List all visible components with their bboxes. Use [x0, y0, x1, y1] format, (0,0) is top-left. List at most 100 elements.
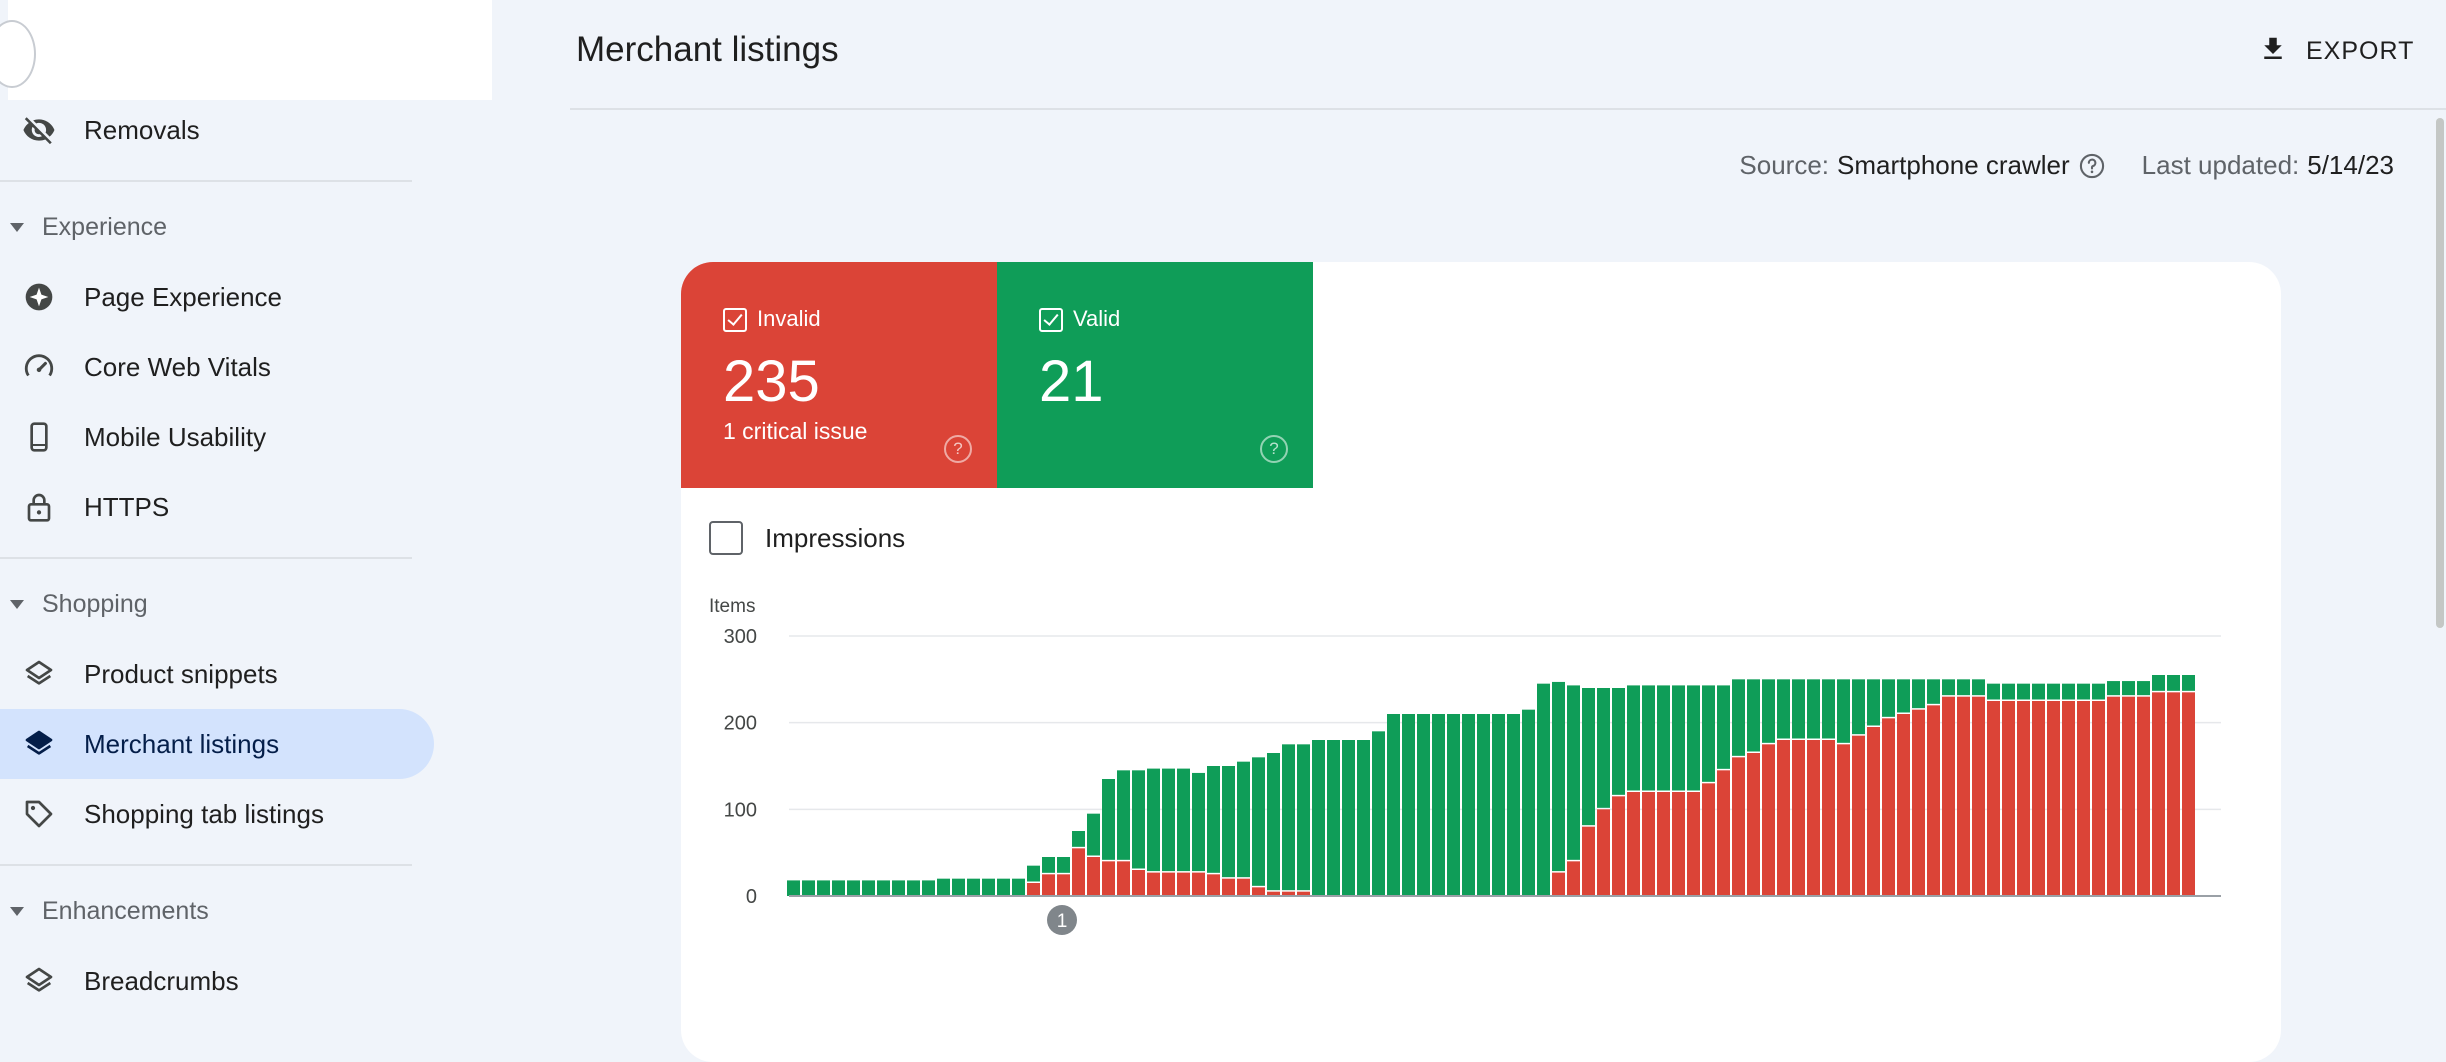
export-label: EXPORT — [2306, 36, 2415, 65]
source-label: Source: — [1739, 150, 1830, 180]
sidebar-item-label: Page Experience — [84, 281, 283, 312]
bar-invalid — [1567, 861, 1580, 896]
sidebar-item-label: Removals — [84, 114, 200, 145]
bar-valid — [1897, 679, 1910, 713]
bar-valid — [937, 878, 950, 896]
bar-valid — [982, 878, 995, 896]
bar-invalid — [1597, 809, 1610, 896]
bar-valid — [1327, 740, 1340, 896]
caret-down-icon — [10, 599, 24, 609]
sidebar-item-product-snippets[interactable]: Product snippets — [0, 639, 434, 709]
bar-valid — [1987, 683, 2000, 700]
scrollbar-thumb[interactable] — [2436, 118, 2444, 628]
sidebar-item-removals[interactable]: Removals — [0, 95, 434, 165]
bar-valid — [1627, 685, 1640, 791]
bar-valid — [1582, 688, 1595, 826]
bar-valid — [1537, 683, 1550, 896]
valid-tile[interactable]: Valid 21 ? — [997, 262, 1313, 488]
bar-invalid — [2182, 692, 2195, 896]
caret-down-icon — [10, 222, 24, 232]
bar-valid — [1102, 779, 1115, 860]
bar-invalid — [2047, 701, 2060, 896]
items-chart: Items01002003002/14/232/26/233/10/233/22… — [709, 596, 2221, 935]
impressions-checkbox[interactable] — [709, 521, 743, 555]
sidebar-item-shopping-tab-listings[interactable]: Shopping tab listings — [0, 779, 434, 849]
sidebar-item-page-experience[interactable]: Page Experience — [0, 262, 434, 332]
tag-icon — [20, 795, 58, 833]
bar-valid — [1867, 679, 1880, 726]
sidebar-item-https[interactable]: HTTPS — [0, 472, 434, 542]
bar-invalid — [1672, 792, 1685, 896]
valid-checkbox[interactable] — [1039, 308, 1063, 332]
sidebar-item-breadcrumbs[interactable]: Breadcrumbs — [0, 946, 434, 1016]
bar-invalid — [1222, 878, 1235, 896]
bar-valid — [1672, 685, 1685, 791]
bar-invalid — [2137, 696, 2150, 896]
bar-invalid — [1747, 753, 1760, 896]
export-button[interactable]: EXPORT — [2258, 28, 2414, 74]
invalid-checkbox[interactable] — [723, 308, 747, 332]
sidebar-item-core-web-vitals[interactable]: Core Web Vitals — [0, 332, 434, 402]
invalid-label: Invalid — [757, 306, 821, 331]
section-title: Enhancements — [42, 896, 209, 925]
y-tick-label: 300 — [724, 626, 757, 648]
divider — [0, 557, 412, 559]
bar-invalid — [1087, 857, 1100, 896]
updated-label: Last updated: — [2141, 150, 2300, 180]
help-icon[interactable]: ? — [944, 435, 972, 463]
bar-valid — [2167, 675, 2180, 691]
bar-valid — [907, 880, 920, 896]
help-icon[interactable] — [2078, 152, 2106, 180]
invalid-tile[interactable]: Invalid 235 1 critical issue ? — [681, 262, 997, 488]
bar-valid — [832, 880, 845, 896]
caret-down-icon — [10, 906, 24, 916]
bar-valid — [1177, 768, 1190, 872]
bar-invalid — [1807, 740, 1820, 896]
annotation-marker[interactable] — [1047, 905, 1077, 935]
avatar[interactable] — [0, 20, 36, 88]
bar-invalid — [1687, 792, 1700, 896]
bar-invalid — [1837, 744, 1850, 896]
bar-valid — [2002, 683, 2015, 700]
bar-valid — [1942, 679, 1955, 696]
sidebar: Removals Experience Page Experience Core… — [0, 0, 520, 1020]
bar-valid — [1972, 679, 1985, 696]
bar-valid — [892, 880, 905, 896]
y-axis-label: Items — [709, 596, 755, 617]
y-tick-label: 200 — [724, 713, 757, 735]
bar-invalid — [1717, 770, 1730, 896]
bar-invalid — [1627, 792, 1640, 896]
bar-valid — [1432, 714, 1445, 896]
status-card: Invalid 235 1 critical issue ? Valid 21 … — [681, 262, 2281, 1062]
impressions-toggle[interactable]: Impressions — [709, 518, 905, 558]
bar-invalid — [1957, 696, 1970, 896]
bar-invalid — [1552, 872, 1565, 896]
bar-valid — [1597, 688, 1610, 808]
bar-valid — [1612, 688, 1625, 795]
sidebar-item-label: Merchant listings — [84, 728, 280, 759]
download-icon — [2258, 32, 2288, 71]
bar-valid — [1357, 740, 1370, 896]
bar-invalid — [1852, 735, 1865, 896]
bar-valid — [1732, 679, 1745, 756]
bar-valid — [2152, 675, 2165, 691]
bar-invalid — [1702, 783, 1715, 896]
bar-invalid — [1582, 826, 1595, 896]
valid-count: 21 — [1039, 349, 1104, 414]
bar-valid — [1702, 685, 1715, 782]
property-selector-area[interactable] — [0, 0, 492, 100]
layers-icon — [20, 725, 58, 763]
bar-valid — [1162, 768, 1175, 872]
bar-valid — [1042, 857, 1055, 873]
bar-invalid — [1897, 714, 1910, 896]
bar-invalid — [1057, 874, 1070, 896]
help-icon[interactable]: ? — [1260, 435, 1288, 463]
bar-valid — [2092, 683, 2105, 700]
sidebar-item-merchant-listings[interactable]: Merchant listings — [0, 709, 434, 779]
bar-valid — [1312, 740, 1325, 896]
bar-invalid — [1027, 883, 1040, 896]
sidebar-item-mobile-usability[interactable]: Mobile Usability — [0, 402, 434, 472]
bar-invalid — [1297, 891, 1310, 896]
bar-invalid — [2167, 692, 2180, 896]
bar-invalid — [2002, 701, 2015, 896]
